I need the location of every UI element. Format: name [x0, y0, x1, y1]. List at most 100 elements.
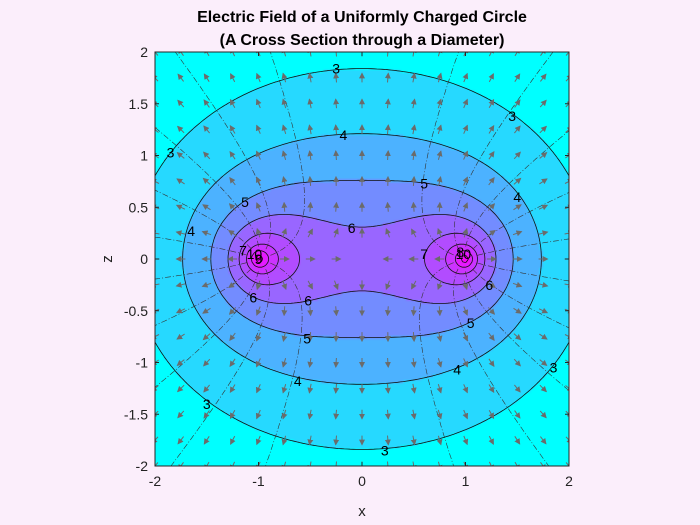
field-arrow — [281, 383, 288, 394]
field-arrow — [565, 436, 569, 445]
field-arrow — [202, 333, 211, 341]
field-arrow — [333, 98, 340, 109]
field-arrow — [462, 150, 469, 160]
field-arrow — [410, 383, 417, 394]
field-arrow — [155, 281, 160, 288]
field-arrow — [203, 436, 210, 445]
field-arrow — [255, 98, 262, 109]
field-arrow — [384, 201, 391, 212]
contour-label: 4 — [453, 362, 461, 378]
x-tick-label: -2 — [149, 473, 162, 489]
field-line-1-7 — [465, 271, 569, 392]
field-arrow — [437, 227, 443, 238]
field-arrow — [488, 410, 495, 420]
field-arrow — [539, 178, 548, 185]
contour-label: 3 — [381, 443, 389, 459]
field-arrow — [155, 385, 159, 392]
field-arrow — [155, 73, 159, 82]
field-arrow — [384, 52, 391, 57]
field-arrow — [201, 230, 212, 237]
field-arrow — [177, 73, 184, 82]
field-arrow — [333, 201, 340, 212]
field-arrow — [384, 306, 391, 317]
contour-label: 5 — [241, 194, 249, 210]
field-arrow — [462, 280, 469, 291]
field-arrow — [255, 72, 262, 83]
field-arrow — [255, 176, 262, 186]
field-arrow — [155, 307, 160, 314]
field-arrow — [176, 151, 185, 159]
field-arrow — [384, 72, 391, 83]
field-arrow — [411, 280, 417, 290]
field-arrow — [565, 99, 569, 108]
field-arrow — [565, 52, 569, 56]
field-arrow — [436, 98, 443, 109]
field-arrow — [255, 409, 262, 420]
field-arrow — [281, 358, 288, 368]
field-arrow — [384, 124, 391, 135]
field-arrow — [155, 99, 159, 108]
field-arrow — [155, 52, 159, 56]
field-arrow — [333, 72, 340, 83]
contour-label: 7 — [420, 246, 428, 262]
field-arrow — [202, 204, 211, 211]
y-tick-label: 1 — [140, 148, 148, 164]
field-arrow — [462, 409, 469, 420]
field-arrow — [255, 124, 262, 134]
field-arrow — [333, 383, 340, 394]
field-arrow — [255, 52, 262, 57]
field-arrow — [229, 98, 236, 108]
field-arrow — [514, 73, 521, 82]
field-arrow — [281, 461, 288, 466]
y-tick-label: -2 — [136, 458, 149, 474]
field-arrow — [177, 462, 184, 466]
field-arrow — [410, 175, 417, 186]
x-tick-label: 1 — [462, 473, 470, 489]
field-arrow — [462, 306, 469, 316]
field-arrow — [564, 204, 569, 211]
field-arrow — [564, 333, 569, 340]
contour-line-8 — [246, 243, 478, 275]
field-arrow — [384, 357, 391, 368]
y-tick-label: 0.5 — [129, 199, 149, 215]
field-arrow — [488, 435, 494, 445]
field-arrow — [538, 281, 549, 288]
field-arrow — [255, 384, 262, 394]
field-arrow — [539, 99, 547, 108]
contour-label: 3 — [203, 396, 211, 412]
field-arrow — [333, 227, 339, 238]
field-arrow — [514, 461, 520, 466]
field-arrow — [462, 358, 469, 368]
field-arrow — [281, 332, 288, 342]
contour-label: 4 — [294, 373, 302, 389]
field-arrow — [513, 151, 521, 160]
field-arrow — [176, 333, 185, 340]
field-arrow — [281, 409, 288, 420]
field-arrow — [307, 175, 314, 186]
field-arrow — [281, 176, 288, 186]
field-arrow — [384, 150, 391, 161]
contour-line-3 — [155, 68, 569, 450]
field-arrow — [462, 124, 469, 134]
field-arrow — [281, 280, 287, 291]
y-tick-label: -1.5 — [124, 406, 148, 422]
contour-label: 3 — [332, 61, 340, 77]
contour-line-9 — [251, 250, 473, 268]
field-arrow — [488, 150, 495, 160]
field-arrow — [155, 178, 160, 185]
contour-line-4 — [182, 133, 542, 385]
field-arrow — [436, 461, 443, 466]
field-arrow — [307, 124, 314, 135]
field-arrow — [487, 203, 496, 211]
field-arrow — [538, 204, 549, 211]
contour-label: 4 — [340, 127, 348, 143]
field-arrow — [410, 306, 417, 317]
field-arrow — [488, 177, 495, 186]
field-arrow — [565, 385, 569, 392]
field-arrow — [155, 204, 160, 211]
field-arrow — [462, 52, 469, 57]
field-arrow — [540, 73, 547, 82]
field-arrow — [538, 230, 549, 237]
field-arrow — [540, 462, 547, 466]
field-arrow — [229, 177, 236, 186]
